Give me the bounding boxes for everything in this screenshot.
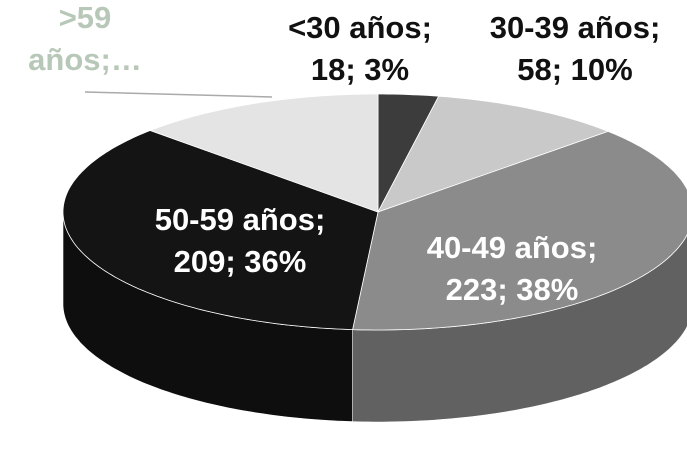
data-label: 50-59 años; [155,202,326,237]
data-label: 40-49 años; [427,230,598,265]
data-label: años;… [28,42,142,77]
pie [62,93,687,423]
data-label: >59 [59,0,112,35]
slice [352,130,687,331]
data-label: 58; 10% [517,52,632,87]
data-label: 223; 38% [446,272,579,307]
slice [62,130,379,331]
data-label: 209; 36% [174,244,307,279]
data-label: 18; 3% [311,52,409,87]
slice [149,93,379,213]
data-label: <30 años; [288,10,432,45]
slice [377,95,610,213]
leader-line [84,91,273,98]
data-label: 30-39 años; [490,10,661,45]
